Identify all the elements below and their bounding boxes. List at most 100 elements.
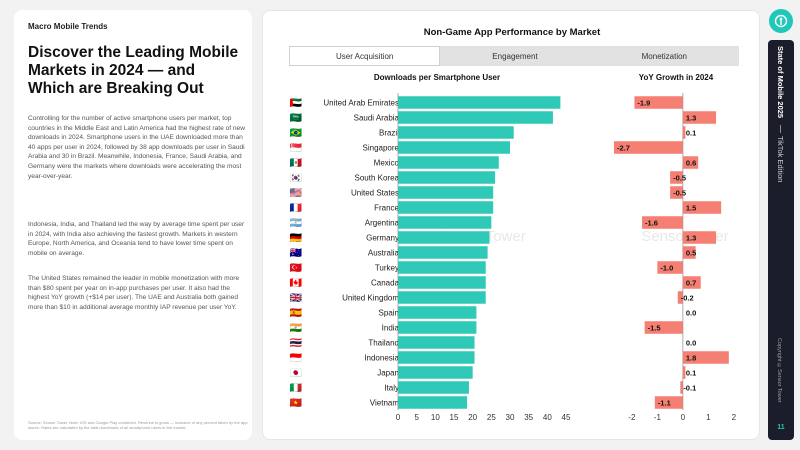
page-number: 11 [777,424,785,431]
yoy-data-label: -1.0 [660,264,673,273]
downloads-bar [398,306,477,319]
yoy-bar [670,171,683,184]
downloads-bar [398,351,475,364]
downloads-bar [398,381,469,394]
yoy-tick-label: 1 [706,413,711,422]
flag-icon: 🇩🇪 [290,232,303,244]
yoy-data-label: -2.7 [617,144,630,153]
flag-icon: 🇦🇺 [290,246,303,259]
downloads-tick-label: 40 [543,413,552,422]
yoy-bar [682,201,722,214]
downloads-tick-label: 30 [506,413,515,422]
category-label: India [382,324,400,333]
category-label: Germany [366,234,399,243]
downloads-bar [398,231,490,244]
yoy-bar [682,351,729,364]
flag-icon: 🇬🇧 [290,292,303,304]
downloads-tick-label: 10 [431,413,440,422]
yoy-data-label: -1.1 [658,399,671,408]
yoy-bar [682,126,686,139]
tab-monetization[interactable]: Monetization [589,46,739,66]
downloads-bar [398,201,494,214]
flag-icon: 🇮🇹 [290,382,303,394]
downloads-bar [398,321,477,334]
yoy-bar [677,291,683,304]
metric-tabs: User Acquisition Engagement Monetization [289,46,739,66]
sensor-tower-logo-icon [769,9,793,33]
yoy-bar [670,186,683,199]
yoy-bar [614,141,683,154]
category-label: Vietnam [370,399,400,408]
yoy-bar [644,321,683,334]
copyright-text: Copyright ©Sensor Tower [776,338,782,403]
yoy-bar [654,396,683,409]
yoy-data-label: 0.0 [686,339,696,348]
yoy-bar [682,231,717,244]
yoy-tick-label: -1 [654,413,662,422]
yoy-bar [634,96,683,109]
yoy-data-label: -1.5 [648,324,661,333]
paragraph-downloads: Controlling for the number of active sma… [28,115,245,180]
flag-icon: 🇲🇽 [290,157,303,169]
category-label: Brazil [379,129,399,138]
downloads-tick-label: 5 [414,413,419,422]
yoy-data-label: -0.5 [673,174,686,183]
paragraph-monetization: The United States remained the leader in… [28,275,240,311]
downloads-bar [398,291,486,304]
downloads-bar [398,366,473,379]
downloads-bar [398,246,488,259]
yoy-data-label: -0.5 [673,189,686,198]
flag-icon: 🇮🇩 [290,352,303,364]
downloads-bar [398,171,496,184]
insights-panel: Macro Mobile Trends Discover the Leading… [14,10,252,440]
section-eyebrow: Macro Mobile Trends [28,22,108,31]
downloads-tick-label: 45 [562,413,571,422]
yoy-data-label: 0.1 [686,129,696,138]
downloads-bar [398,186,494,199]
yoy-data-label: 0.7 [686,279,696,288]
yoy-data-label: -0.2 [681,294,694,303]
report-sidebar-band [768,40,794,440]
category-label: United Arab Emirates [323,99,399,108]
yoy-data-label: 0.5 [686,249,696,258]
yoy-series-title: YoY Growth in 2024 [639,73,714,82]
chart-title: Non-Game App Performance by Market [423,27,601,38]
flag-icon: 🇨🇦 [290,277,303,289]
tab-engagement[interactable]: Engagement [440,46,590,66]
category-label: Turkey [375,264,399,273]
category-label: France [374,204,399,213]
downloads-tick-label: 25 [487,413,496,422]
yoy-bar [682,366,686,379]
downloads-tick-label: 15 [450,413,459,422]
yoy-data-label: -1.6 [645,219,658,228]
downloads-bar [398,126,514,139]
flag-icon: 🇫🇷 [290,202,303,214]
flag-icon: 🇸🇦 [290,112,303,124]
yoy-bar [680,381,683,394]
yoy-bar [682,111,717,124]
flag-icon: 🇦🇪 [290,97,303,109]
flag-icon: 🇸🇬 [290,142,303,154]
category-label: Mexico [374,159,400,168]
category-label: Indonesia [364,354,399,363]
yoy-bar [657,261,683,274]
category-label: Thailand [368,339,399,348]
yoy-data-label: -1.9 [637,99,650,108]
yoy-data-label: 1.5 [686,204,696,213]
flag-icon: 🇧🇷 [290,127,303,139]
downloads-bar [398,156,499,169]
yoy-data-label: 0.1 [686,369,696,378]
yoy-bar [642,216,683,229]
category-label: Spain [379,309,399,318]
category-label: Canada [371,279,400,288]
yoy-tick-label: 0 [681,413,686,422]
flag-icon: 🇺🇸 [290,187,303,199]
category-label: Saudi Arabia [354,114,400,123]
flag-icon: 🇹🇷 [290,262,303,274]
yoy-data-label: 1.3 [686,114,696,123]
flag-icon: 🇪🇸 [290,307,303,319]
tab-user-acquisition[interactable]: User Acquisition [289,46,441,66]
downloads-bar [398,276,486,289]
report-edition: TikTok Edition [776,136,785,183]
downloads-tick-label: 35 [524,413,533,422]
